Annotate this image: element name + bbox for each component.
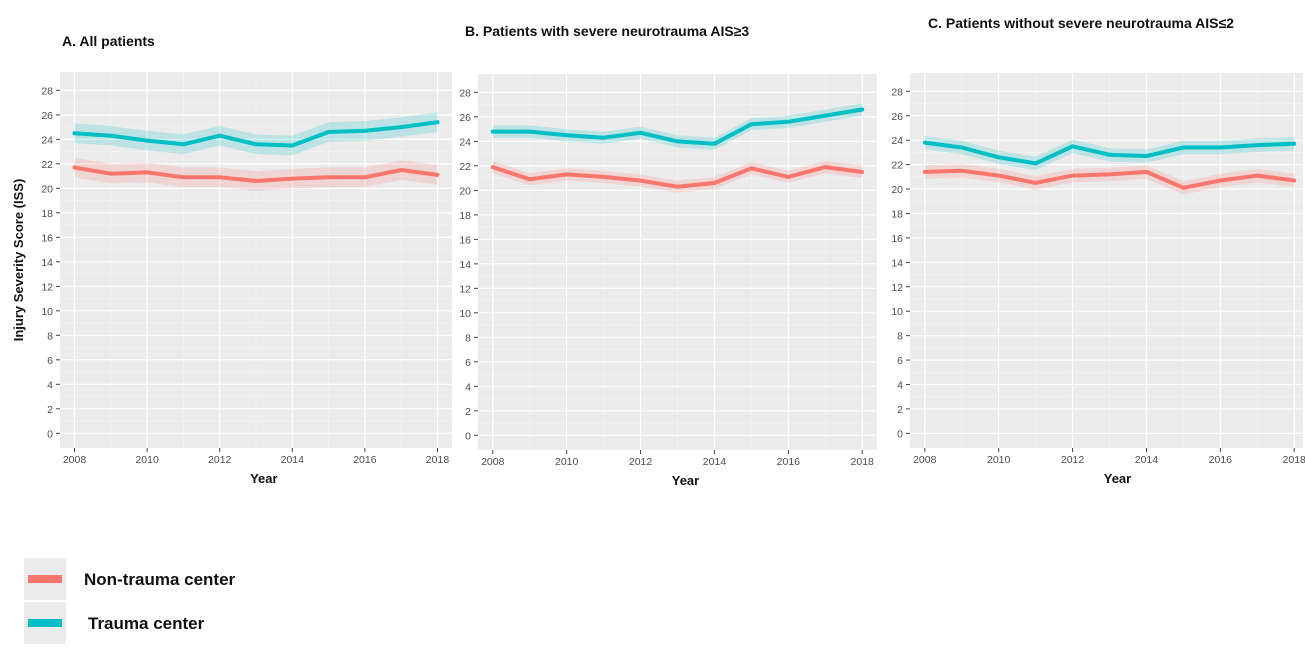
y-tick-label: 14 [891, 257, 903, 269]
y-tick-label: 26 [459, 112, 471, 124]
x-tick-label: 2010 [987, 454, 1011, 466]
y-tick-label: 12 [459, 283, 471, 295]
y-tick-label: 10 [459, 308, 471, 320]
y-tick-label: 18 [459, 210, 471, 222]
y-tick-label: 8 [897, 331, 903, 343]
y-tick-label: 22 [459, 161, 471, 173]
x-axis-label: Year [672, 473, 699, 488]
y-tick-label: 6 [465, 357, 471, 369]
y-tick-label: 18 [891, 208, 903, 220]
x-tick-label: 2018 [426, 454, 450, 466]
legend-swatch-non-trauma [28, 575, 62, 583]
y-tick-label: 26 [41, 110, 53, 122]
legend-key [24, 558, 66, 600]
series-line-trauma-center [922, 140, 1297, 166]
panel-title: C. Patients without severe neurotrauma A… [928, 15, 1234, 31]
y-tick-label: 2 [897, 404, 903, 416]
panel-title: A. All patients [62, 33, 155, 49]
x-axis-label: Year [250, 471, 277, 486]
y-axis-label: Injury Severity Score (ISS) [11, 179, 26, 342]
legend-item-trauma: Trauma center [24, 602, 284, 646]
series-line-trauma-center [72, 120, 440, 148]
y-tick-label: 20 [459, 185, 471, 197]
y-tick-label: 28 [41, 85, 53, 97]
y-tick-label: 26 [891, 111, 903, 123]
y-tick-label: 4 [47, 379, 53, 391]
confidence-band-non-trauma-center [924, 164, 1295, 195]
series-line-trauma-center [490, 107, 865, 146]
x-tick-label: 2016 [353, 454, 377, 466]
y-tick-label: 22 [891, 160, 903, 172]
confidence-band-non-trauma-center [492, 161, 863, 193]
legend-label-non-trauma: Non-trauma center [84, 570, 236, 589]
legend-swatch-trauma [28, 619, 62, 627]
y-tick-label: 2 [47, 404, 53, 416]
panel-title: B. Patients with severe neurotrauma AIS≥… [465, 23, 749, 39]
x-tick-label: 2010 [135, 454, 159, 466]
x-tick-label: 2010 [555, 456, 579, 468]
y-tick-label: 0 [47, 428, 53, 440]
y-tick-label: 4 [897, 379, 903, 391]
x-tick-label: 2008 [481, 456, 505, 468]
legend-item-non-trauma: Non-trauma center [24, 558, 284, 602]
x-tick-label: 2018 [851, 456, 875, 468]
y-tick-label: 12 [41, 281, 53, 293]
y-tick-label: 24 [41, 134, 53, 146]
y-tick-label: 20 [891, 184, 903, 196]
x-tick-label: 2014 [1135, 454, 1159, 466]
x-tick-label: 2012 [208, 454, 232, 466]
y-tick-label: 6 [47, 355, 53, 367]
y-tick-label: 0 [465, 430, 471, 442]
x-tick-label: 2012 [629, 456, 653, 468]
confidence-band-trauma-center [74, 112, 438, 156]
x-tick-label: 2008 [63, 454, 87, 466]
confidence-band-non-trauma-center [74, 157, 438, 191]
plot-background [910, 73, 1303, 448]
x-tick-label: 2014 [703, 456, 727, 468]
y-tick-label: 28 [891, 86, 903, 98]
x-tick-label: 2008 [913, 454, 937, 466]
y-tick-label: 20 [41, 183, 53, 195]
y-tick-label: 4 [465, 381, 471, 393]
x-tick-label: 2016 [777, 456, 801, 468]
y-tick-label: 8 [47, 330, 53, 342]
x-tick-label: 2014 [281, 454, 305, 466]
y-tick-label: 24 [891, 135, 903, 147]
y-tick-label: 2 [465, 406, 471, 418]
y-tick-label: 28 [459, 87, 471, 99]
y-tick-label: 16 [891, 233, 903, 245]
y-tick-label: 16 [459, 234, 471, 246]
y-tick-label: 8 [465, 332, 471, 344]
y-tick-label: 12 [891, 282, 903, 294]
legend-label-trauma: Trauma center [88, 614, 205, 633]
y-tick-label: 14 [459, 259, 471, 271]
y-tick-label: 0 [897, 428, 903, 440]
y-tick-label: 18 [41, 208, 53, 220]
x-tick-label: 2016 [1209, 454, 1233, 466]
y-tick-label: 14 [41, 257, 53, 269]
series-line-non-trauma-center [72, 165, 440, 183]
legend: Non-trauma center Trauma center [24, 558, 284, 646]
y-tick-label: 10 [891, 306, 903, 318]
series-line-non-trauma-center [490, 165, 865, 189]
y-tick-label: 6 [897, 355, 903, 367]
x-axis-label: Year [1104, 471, 1131, 486]
y-tick-label: 16 [41, 232, 53, 244]
y-tick-label: 24 [459, 136, 471, 148]
x-tick-label: 2012 [1061, 454, 1085, 466]
y-tick-label: 10 [41, 306, 53, 318]
x-tick-label: 2018 [1283, 454, 1305, 466]
y-tick-label: 22 [41, 159, 53, 171]
series-line-non-trauma-center [922, 168, 1297, 190]
legend-key [24, 602, 66, 644]
